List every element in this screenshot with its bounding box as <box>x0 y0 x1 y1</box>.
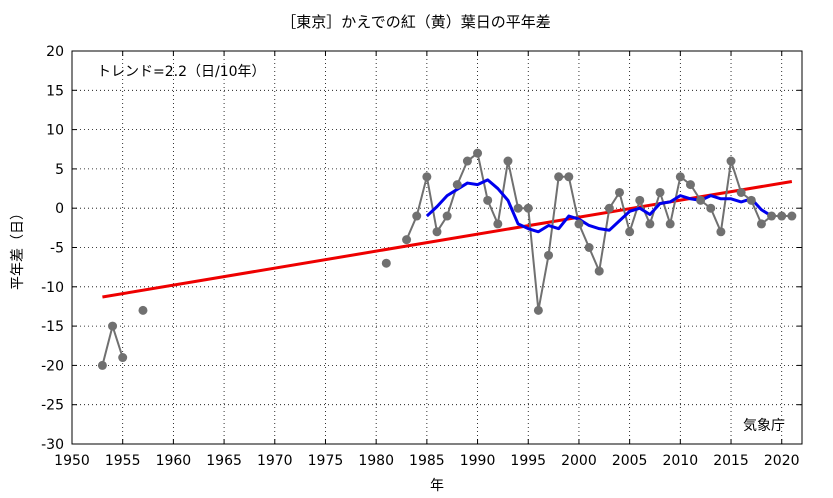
y-tick-label: 5 <box>55 162 64 178</box>
observed-point <box>544 250 554 260</box>
observed-point <box>615 187 624 197</box>
x-tick-label: 1950 <box>54 453 90 469</box>
tick-layer: 1950 1955 1960 1965 1970 1975 1980 1985 1990 1995… <box>41 44 802 469</box>
observed-point <box>675 172 685 182</box>
observed-point <box>594 266 604 276</box>
observed-point <box>513 203 523 213</box>
x-tick-label: 1955 <box>105 453 141 469</box>
observed-point <box>746 195 756 205</box>
observed-point <box>97 360 107 370</box>
observed-point <box>726 156 736 166</box>
x-tick-label: 1960 <box>156 453 192 469</box>
y-tick-label: 15 <box>46 83 64 99</box>
observed-point <box>442 211 452 221</box>
observed-point <box>452 180 462 190</box>
observed-point <box>767 211 777 221</box>
observed-point <box>523 203 533 213</box>
observed-point-layer <box>97 148 797 370</box>
observed-point <box>584 243 594 252</box>
y-tick-label: 10 <box>46 123 64 139</box>
y-tick-label: -5 <box>50 241 64 257</box>
observed-point <box>432 227 442 237</box>
observed-point <box>574 219 584 229</box>
x-axis-label: 年 <box>430 478 444 494</box>
observed-point <box>422 172 432 182</box>
x-tick-label: 1975 <box>308 453 344 469</box>
y-tick-label: -20 <box>41 358 64 374</box>
x-tick-label: 1990 <box>460 453 496 469</box>
observed-point <box>756 219 766 229</box>
observed-point <box>533 305 543 315</box>
y-axis-label: 平年差（日） <box>10 206 26 290</box>
observed-point <box>493 219 503 229</box>
observed-point <box>736 187 746 197</box>
observed-point <box>381 258 391 268</box>
x-tick-label: 2020 <box>764 453 800 469</box>
observed-point <box>554 172 564 182</box>
observed-point <box>402 235 412 245</box>
observed-point <box>564 172 574 182</box>
observed-point <box>777 211 787 221</box>
x-tick-label: 2015 <box>713 453 749 469</box>
observed-point <box>716 227 726 237</box>
running-mean-layer <box>425 178 773 234</box>
trend-layer <box>102 179 793 299</box>
source-label: 気象庁 <box>743 418 785 434</box>
x-tick-label: 1965 <box>206 453 242 469</box>
observed-point <box>483 195 493 205</box>
y-tick-label: -25 <box>41 398 64 414</box>
observed-point <box>655 187 665 197</box>
x-tick-label: 1980 <box>358 453 394 469</box>
observed-point <box>706 203 716 213</box>
observed-point <box>625 227 635 237</box>
y-tick-label: -15 <box>41 319 64 335</box>
observed-point <box>696 195 706 205</box>
y-tick-label: -30 <box>41 437 64 453</box>
observed-point <box>118 353 128 363</box>
observed-point <box>412 211 422 221</box>
y-tick-label: 0 <box>55 201 64 217</box>
x-tick-label: 1995 <box>510 453 546 469</box>
observed-point <box>462 156 472 166</box>
observed-point <box>645 219 655 229</box>
x-tick-label: 2010 <box>663 453 699 469</box>
trend-annotation: トレンド=2.2（日/10年） <box>97 64 266 80</box>
observed-point <box>685 180 695 190</box>
observed-point <box>665 219 675 229</box>
x-tick-label: 1985 <box>409 453 445 469</box>
chart-title: ［東京］かえでの紅（黄）葉日の平年差 <box>281 13 551 31</box>
observed-point <box>473 148 483 158</box>
observed-point <box>138 305 148 315</box>
grid-layer <box>72 51 802 444</box>
trend-line <box>102 179 793 299</box>
observed-point <box>108 321 118 331</box>
observed-point <box>635 195 645 205</box>
x-tick-label: 2000 <box>561 453 597 469</box>
y-tick-label: 20 <box>46 44 64 60</box>
observed-point <box>787 211 797 221</box>
y-tick-label: -10 <box>41 280 64 296</box>
observed-point <box>503 156 513 166</box>
observed-point <box>604 203 614 213</box>
x-tick-label: 1970 <box>257 453 293 469</box>
x-tick-label: 2005 <box>612 453 648 469</box>
running-mean-line <box>425 178 773 234</box>
